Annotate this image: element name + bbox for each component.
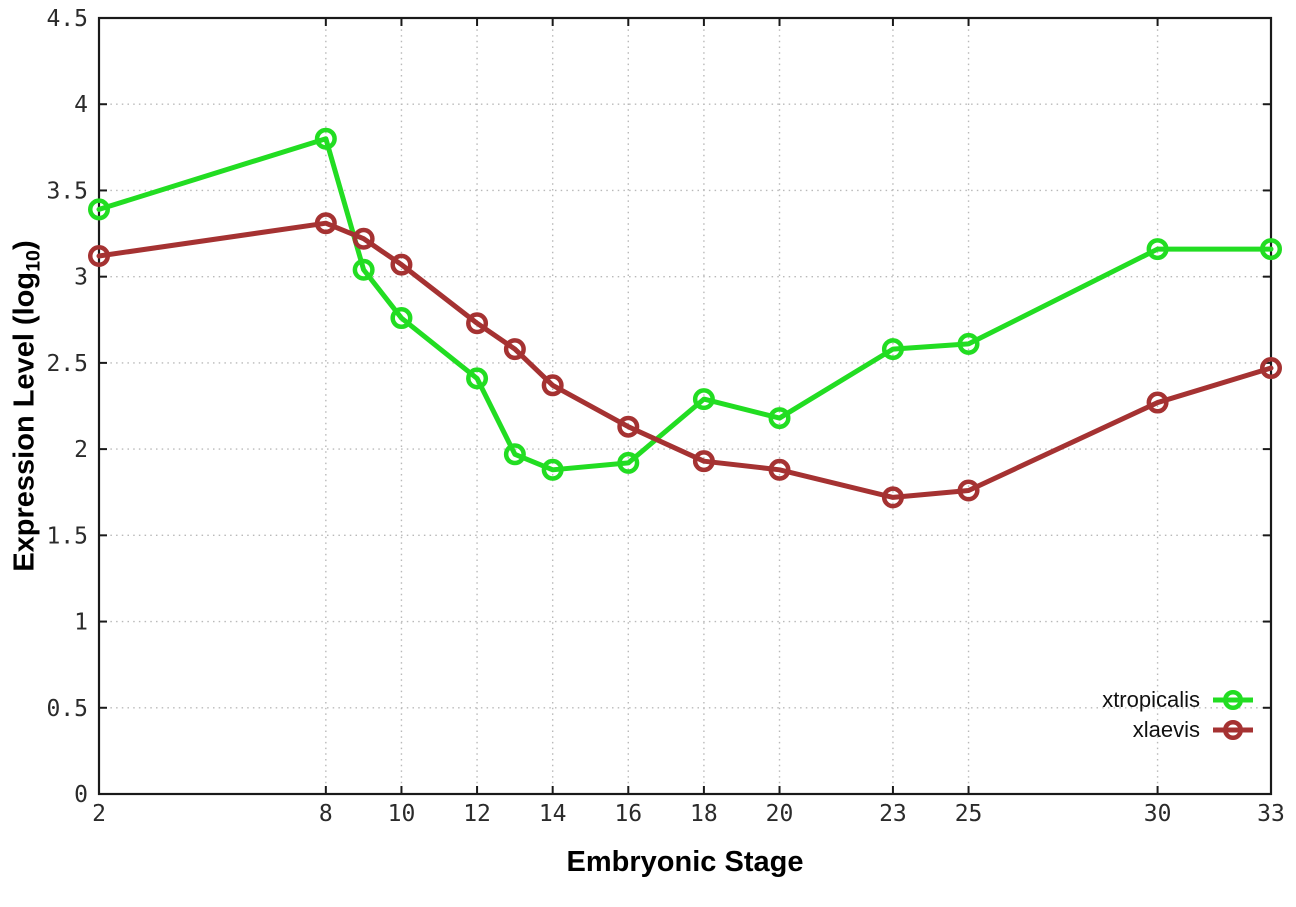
legend-label-xtropicalis: xtropicalis [1102,687,1200,712]
svg-text:4: 4 [74,92,88,118]
svg-text:18: 18 [690,801,718,827]
legend: xtropicalis xlaevis [1102,686,1254,744]
svg-text:1: 1 [74,610,88,636]
svg-text:3.5: 3.5 [46,178,88,204]
svg-text:20: 20 [766,801,794,827]
svg-text:2: 2 [92,801,106,827]
svg-text:0: 0 [74,782,88,808]
svg-text:4.5: 4.5 [46,6,88,32]
svg-text:14: 14 [539,801,567,827]
svg-text:10: 10 [388,801,416,827]
svg-text:2: 2 [74,437,88,463]
legend-item-xtropicalis: xtropicalis [1102,686,1254,714]
y-axis-label-text: Expression Level (log [8,271,41,572]
svg-text:33: 33 [1257,801,1285,827]
svg-text:0.5: 0.5 [46,696,88,722]
x-axis-label: Embryonic Stage [566,846,804,878]
svg-text:1.5: 1.5 [46,523,88,549]
y-axis-label: Expression Level (log10) [9,240,46,571]
svg-text:8: 8 [319,801,333,827]
svg-text:3: 3 [74,265,88,291]
legend-swatch-xtropicalis-icon [1212,687,1254,713]
legend-swatch-xlaevis-icon [1212,717,1254,743]
legend-label-xlaevis: xlaevis [1132,717,1200,742]
svg-text:12: 12 [463,801,491,827]
svg-text:2.5: 2.5 [46,351,88,377]
y-axis-label-subscript: 10 [22,249,45,272]
svg-text:23: 23 [879,801,907,827]
svg-text:30: 30 [1144,801,1172,827]
legend-item-xlaevis: xlaevis [1102,716,1254,744]
y-axis-label-suffix: ) [8,240,41,250]
svg-text:25: 25 [955,801,983,827]
svg-text:16: 16 [614,801,642,827]
